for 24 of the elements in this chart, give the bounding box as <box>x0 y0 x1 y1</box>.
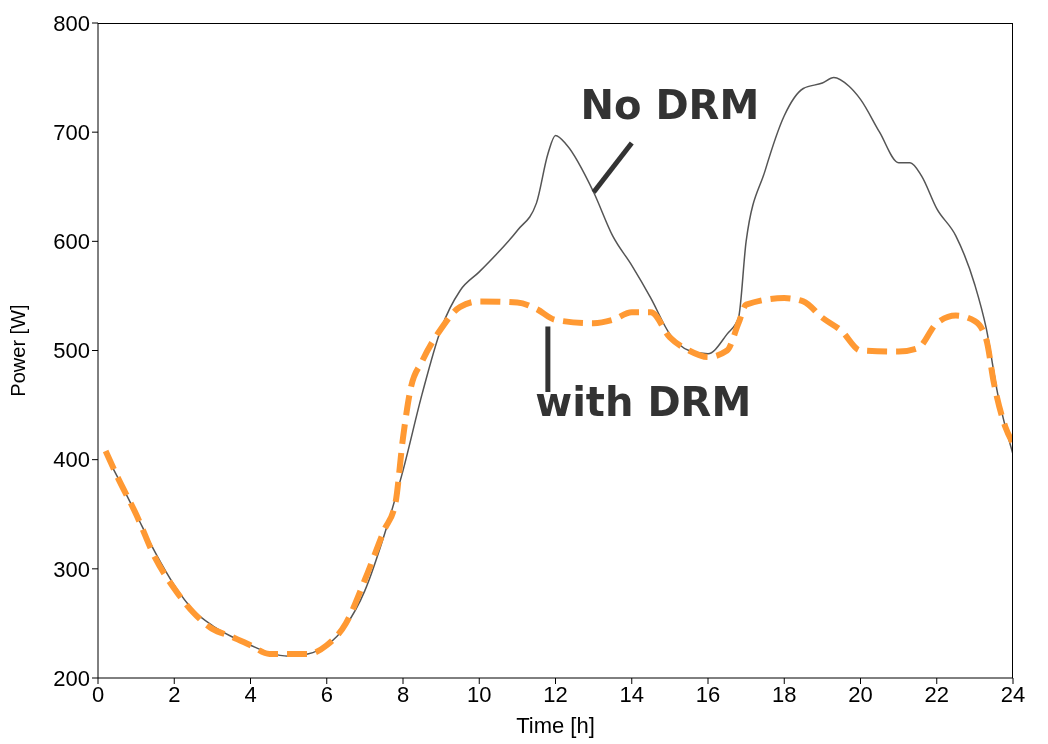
x-tick-label: 22 <box>924 681 949 707</box>
y-tick-label: 400 <box>53 447 90 473</box>
x-tick-label: 6 <box>320 681 333 707</box>
y-tick-label: 600 <box>53 229 90 255</box>
series-label: with DRM <box>535 379 752 425</box>
y-axis-title: Power [W] <box>7 304 30 397</box>
x-tick-label: 10 <box>467 681 492 707</box>
x-tick-label: 14 <box>619 681 644 707</box>
y-tick-label: 800 <box>53 10 90 36</box>
x-tick-label: 0 <box>91 681 105 707</box>
x-axis-title: Time [h] <box>516 713 595 738</box>
x-tick-label: 16 <box>695 681 721 707</box>
series-label: No DRM <box>580 82 760 129</box>
x-tick-label: 20 <box>848 681 873 707</box>
x-tick-label: 8 <box>396 681 410 707</box>
y-tick-label: 500 <box>53 338 90 364</box>
x-tick-label: 2 <box>168 681 181 707</box>
x-tick-label: 24 <box>1000 681 1026 707</box>
y-tick-label: 200 <box>53 665 90 691</box>
x-tick-label: 18 <box>772 681 797 707</box>
y-tick-label: 700 <box>53 119 90 145</box>
x-tick-label: 12 <box>543 681 568 707</box>
x-tick-label: 4 <box>244 681 257 707</box>
y-tick-label: 300 <box>53 556 90 582</box>
